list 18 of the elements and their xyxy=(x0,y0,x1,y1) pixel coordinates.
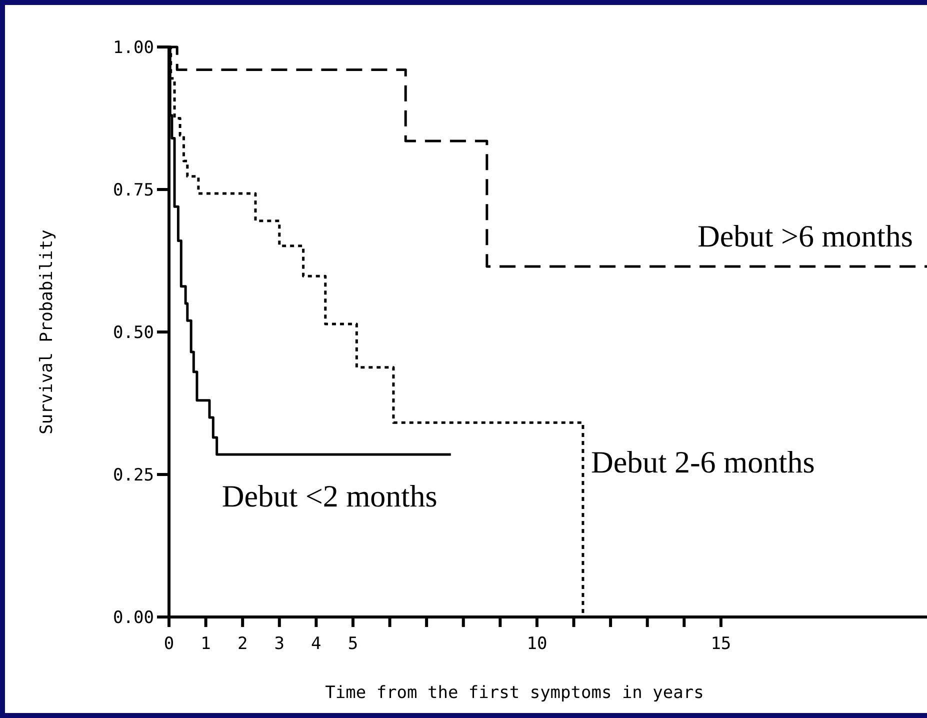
x-axis-title: Time from the first symptoms in years xyxy=(325,683,704,703)
y-axis-title: Survival Probability xyxy=(37,230,57,434)
y-tick-label: 0.25 xyxy=(113,465,154,486)
y-tick-label: 0.50 xyxy=(113,322,154,343)
x-tick-label: 5 xyxy=(348,634,358,654)
x-tick-label: 0 xyxy=(164,634,174,654)
x-tick-label: 15 xyxy=(710,634,732,654)
y-tick-label: 0.75 xyxy=(113,180,154,200)
x-tick-label: 10 xyxy=(526,634,548,654)
x-tick-label: 3 xyxy=(274,634,285,654)
series-label: Debut >6 months xyxy=(697,218,913,254)
x-tick-label: 2 xyxy=(237,634,248,654)
series-label: Debut <2 months xyxy=(222,478,438,514)
y-tick-label: 0.00 xyxy=(113,608,154,628)
x-tick-label: 1 xyxy=(200,634,211,654)
x-tick-label: 4 xyxy=(311,634,322,654)
y-tick-label: 1.00 xyxy=(113,38,154,58)
series-label: Debut 2-6 months xyxy=(590,444,815,480)
